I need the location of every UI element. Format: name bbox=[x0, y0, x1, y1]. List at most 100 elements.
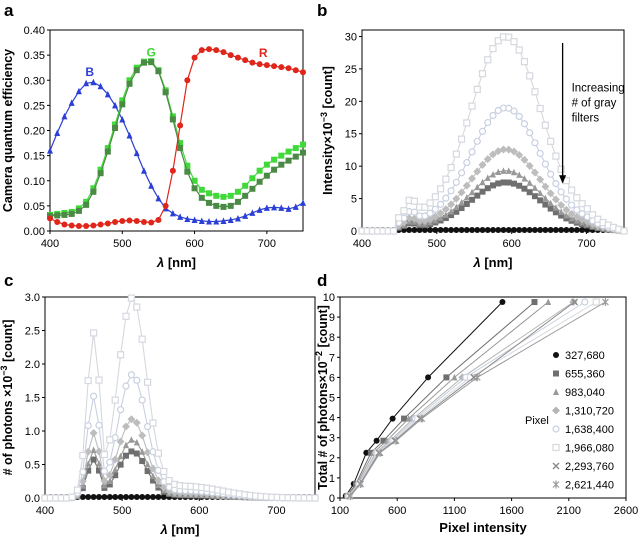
y-tick-label: 3 bbox=[329, 433, 335, 445]
data-point bbox=[117, 452, 124, 460]
y-tick-label: 8 bbox=[329, 332, 335, 344]
data-point bbox=[520, 155, 529, 164]
filters-annotation: # of gray bbox=[572, 98, 617, 110]
data-point bbox=[256, 206, 263, 213]
data-point bbox=[90, 222, 97, 229]
data-point bbox=[106, 458, 114, 466]
data-point bbox=[373, 437, 380, 444]
x-tick-label: 500 bbox=[113, 505, 131, 517]
data-point bbox=[206, 217, 213, 225]
data-point bbox=[581, 298, 589, 306]
data-point bbox=[562, 205, 571, 214]
data-point bbox=[573, 194, 581, 202]
data-point bbox=[227, 192, 234, 199]
data-point bbox=[184, 162, 191, 169]
data-point bbox=[490, 170, 496, 178]
y-tick-label: 7 bbox=[329, 352, 335, 364]
y-tick-label: 3.0 bbox=[25, 292, 40, 304]
data-point bbox=[100, 476, 109, 485]
data-point bbox=[441, 205, 450, 214]
legend-label: 983,040 bbox=[565, 387, 605, 399]
data-point bbox=[116, 437, 125, 446]
data-point bbox=[104, 90, 111, 98]
panel-b-chart: 0 5 10 15 20 25 30 400 500 600 700 λ [nm] Intensity×… bbox=[319, 29, 628, 270]
data-point bbox=[463, 226, 470, 233]
y-tick-label: 0.00 bbox=[24, 226, 45, 238]
data-point bbox=[96, 460, 102, 467]
y-tick-label: 5 bbox=[329, 393, 335, 405]
data-point bbox=[155, 68, 162, 75]
data-point bbox=[542, 194, 549, 202]
data-point bbox=[541, 160, 550, 168]
data-point bbox=[155, 493, 162, 500]
x-tick-label: 400 bbox=[353, 238, 371, 250]
data-point bbox=[452, 150, 460, 158]
data-point bbox=[112, 124, 119, 131]
x-axis-symbol: λ bbox=[472, 255, 480, 270]
data-point bbox=[96, 493, 102, 500]
data-point bbox=[547, 205, 554, 212]
legend-marker bbox=[552, 462, 560, 470]
data-point bbox=[521, 174, 528, 182]
data-point bbox=[96, 467, 102, 474]
data-point bbox=[148, 59, 155, 66]
data-point bbox=[500, 167, 507, 174]
data-point bbox=[463, 193, 470, 201]
data-point bbox=[117, 461, 124, 468]
data-point bbox=[213, 192, 220, 199]
data-point bbox=[85, 460, 92, 467]
data-point bbox=[285, 65, 292, 72]
data-point bbox=[100, 450, 109, 459]
data-point bbox=[128, 448, 135, 455]
x-axis-label: λ [nm] bbox=[156, 255, 196, 270]
data-point bbox=[133, 149, 140, 157]
data-point bbox=[300, 141, 306, 148]
data-point bbox=[516, 171, 523, 178]
data-point bbox=[489, 150, 497, 159]
data-point bbox=[411, 226, 418, 233]
data-point bbox=[457, 188, 466, 197]
data-point bbox=[127, 371, 135, 379]
data-point bbox=[552, 204, 559, 211]
data-point bbox=[278, 64, 285, 71]
data-point bbox=[515, 112, 523, 120]
data-point bbox=[122, 312, 130, 320]
data-point bbox=[469, 226, 476, 233]
data-point bbox=[457, 169, 466, 177]
data-point bbox=[97, 166, 104, 173]
data-point bbox=[133, 493, 140, 500]
y-tick-label: 5 bbox=[351, 194, 357, 206]
y-axis-label-unit: [count] bbox=[1, 320, 15, 366]
data-point bbox=[426, 209, 434, 217]
data-point bbox=[463, 119, 471, 127]
data-point bbox=[389, 227, 398, 235]
data-point bbox=[531, 88, 539, 96]
data-point bbox=[95, 376, 103, 384]
data-point bbox=[133, 450, 140, 457]
x-tick-label: 1600 bbox=[499, 505, 523, 517]
legend-label: 655,360 bbox=[565, 369, 605, 381]
data-point bbox=[474, 183, 481, 191]
data-point bbox=[111, 396, 119, 404]
data-point bbox=[558, 212, 565, 219]
series-line bbox=[349, 301, 575, 497]
y-tick-label: 0.15 bbox=[24, 151, 45, 163]
data-point bbox=[123, 493, 129, 500]
data-point bbox=[90, 446, 97, 453]
x-axis-symbol: λ bbox=[156, 255, 164, 270]
data-point bbox=[249, 175, 256, 182]
data-point bbox=[505, 167, 512, 174]
data-point bbox=[520, 58, 529, 66]
data-point bbox=[500, 226, 507, 233]
data-point bbox=[490, 182, 496, 189]
data-point bbox=[484, 174, 491, 181]
x-axis-unit: [nm] bbox=[481, 255, 513, 270]
y-tick-label: 9 bbox=[329, 312, 335, 324]
data-point bbox=[416, 226, 423, 233]
data-point bbox=[104, 145, 111, 152]
data-point bbox=[143, 448, 152, 457]
data-point bbox=[144, 493, 151, 500]
data-point bbox=[198, 186, 205, 193]
y-axis-label-exponent: −3 bbox=[0, 365, 9, 375]
data-point bbox=[144, 460, 151, 468]
